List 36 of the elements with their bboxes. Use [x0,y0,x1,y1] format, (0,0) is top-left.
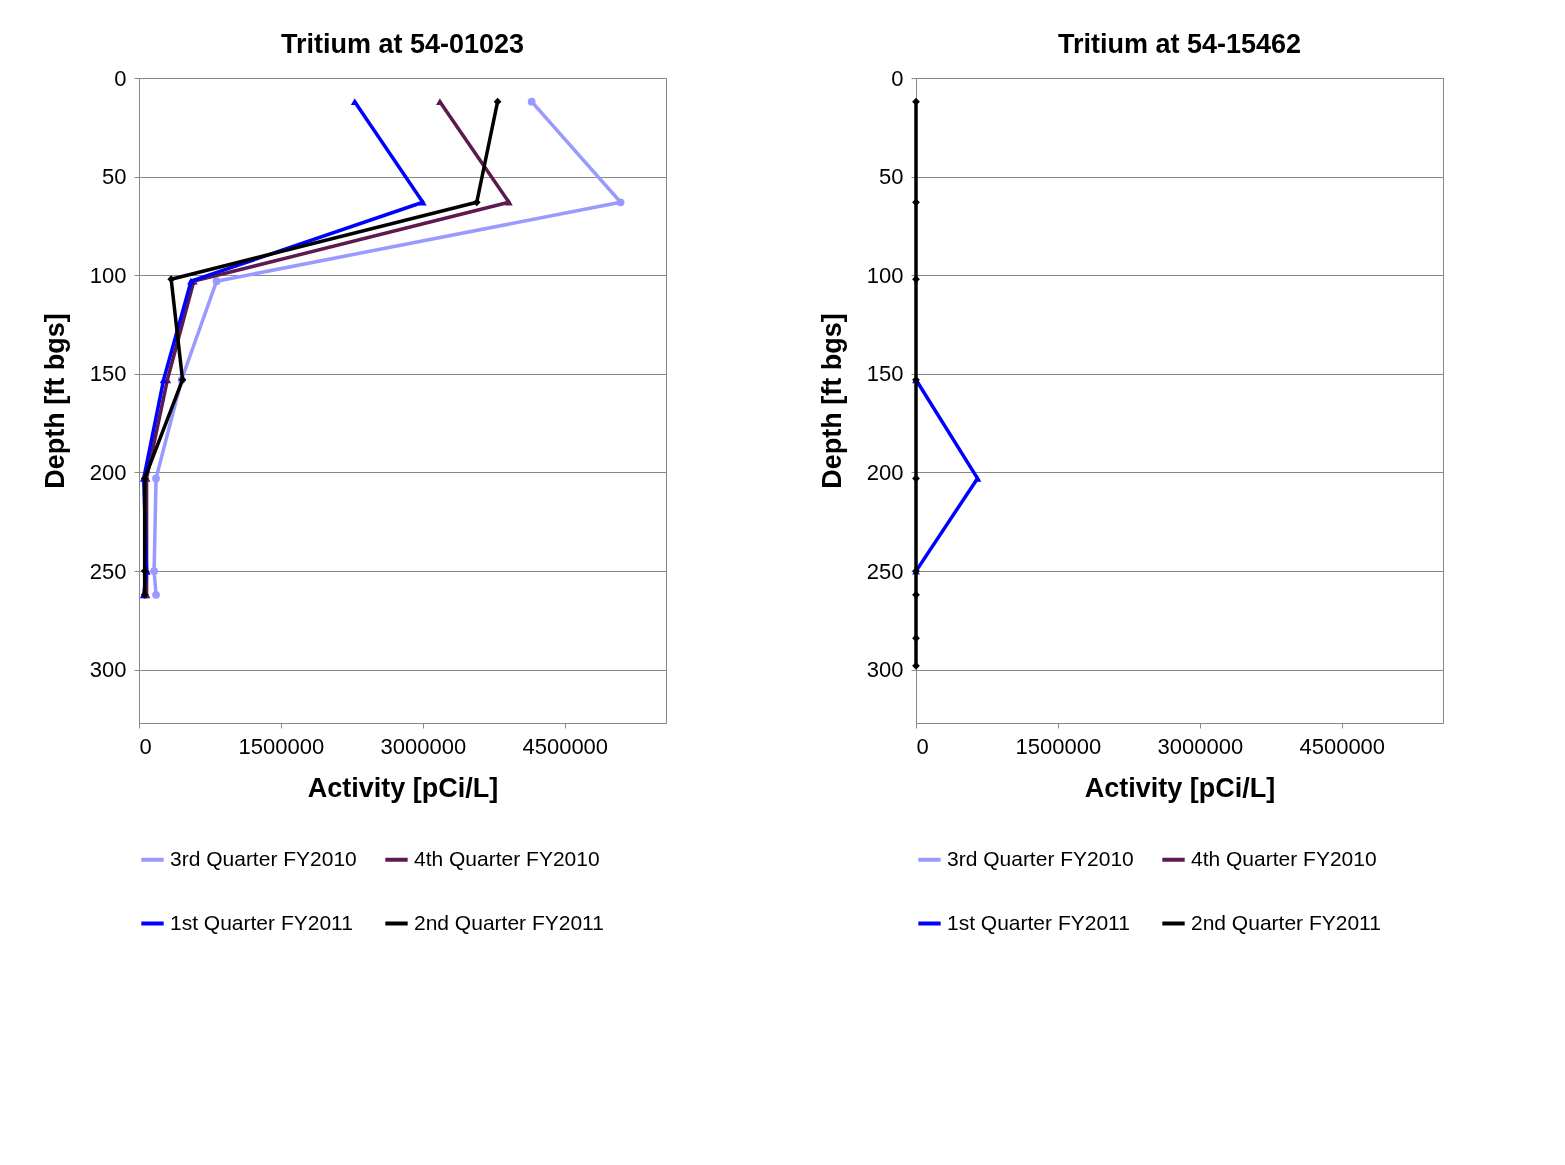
chart-title: Tritium at 54-01023 [280,29,525,59]
x-tick-label: 1500000 [238,733,325,759]
y-tick-label: 150 [866,361,904,387]
legend-label: 2nd Quarter FY2011 [1191,910,1381,934]
y-tick-label: 250 [866,558,904,584]
legend-label: 3rd Quarter FY2010 [170,846,357,870]
x-tick-label: 0 [139,733,152,759]
y-axis-title: Depth [ft bgs] [39,313,70,489]
x-tick-label: 4500000 [1299,733,1386,759]
x-tick-label: 0 [916,733,929,759]
y-axis-title: Depth [ft bgs] [816,313,847,489]
x-tick-label: 4500000 [522,733,609,759]
y-tick-label: 100 [866,262,904,288]
y-tick-label: 150 [89,361,127,387]
y-tick-label: 300 [866,657,904,683]
y-tick-label: 250 [89,558,127,584]
legend-label: 3rd Quarter FY2010 [947,846,1134,870]
legend-label: 1st Quarter FY2011 [947,910,1130,934]
y-tick-label: 300 [89,657,127,683]
y-tick-label: 200 [866,460,904,485]
x-tick-label: 3000000 [380,733,467,759]
y-tick-label: 0 [114,65,127,91]
y-tick-label: 0 [891,65,904,91]
y-tick-label: 200 [89,460,127,485]
y-tick-label: 50 [879,164,904,190]
legend-label: 1st Quarter FY2011 [170,910,353,934]
x-tick-label: 1500000 [1015,733,1102,759]
y-tick-label: 50 [102,164,127,190]
legend-label: 2nd Quarter FY2011 [414,910,604,934]
legend-label: 4th Quarter FY2010 [414,846,600,870]
x-axis-title: Activity [pCi/L] [307,772,499,803]
legend-label: 4th Quarter FY2010 [1191,846,1377,870]
x-tick-label: 3000000 [1157,733,1244,759]
x-axis-title: Activity [pCi/L] [1084,772,1276,803]
y-tick-label: 100 [89,262,127,288]
chart-title: Tritium at 54-15462 [1057,29,1302,59]
